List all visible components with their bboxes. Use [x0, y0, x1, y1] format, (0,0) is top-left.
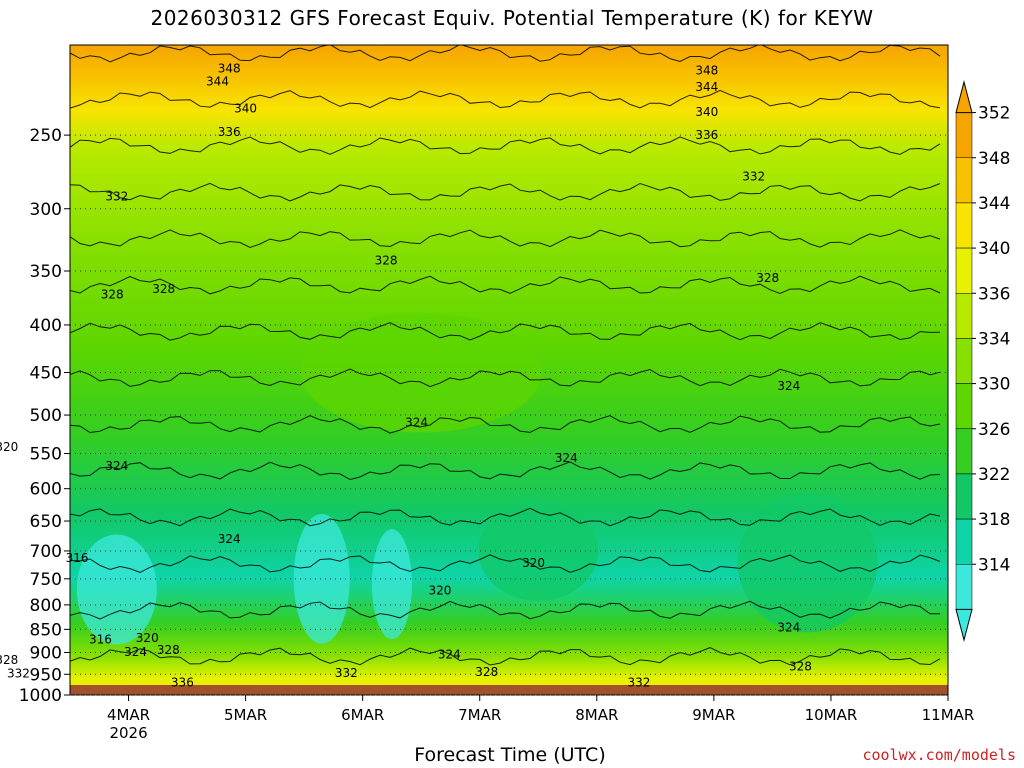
contour-label: 328: [475, 665, 498, 679]
contour-label: 328: [789, 660, 812, 674]
y-tick-label: 650: [30, 512, 62, 532]
contour-label: 324: [218, 532, 241, 546]
colorbar-swatch: [955, 157, 973, 204]
x-tick-label: 8MAR: [575, 706, 618, 724]
contour-label: 348: [695, 63, 718, 77]
y-tick-label: 400: [30, 316, 62, 336]
x-tick-label: 6MAR: [341, 706, 384, 724]
x-tick-label: 5MAR: [224, 706, 267, 724]
plot-field: [70, 45, 948, 695]
colorbar-tick-label: 340: [978, 239, 1010, 259]
contour-label: 324: [438, 648, 461, 662]
colorbar: 352 348 344 340 336 334 330 326 322 318 314: [955, 80, 1010, 642]
contour-label: 316: [66, 551, 89, 565]
contour-label: 332: [627, 676, 650, 690]
colorbar-swatch: [955, 112, 973, 159]
y-axis: 250 300 350 400 450 500 550 600 650 700 750 800 850 9…: [19, 126, 70, 706]
contour-label: 328: [375, 253, 398, 267]
contour-label: 316: [89, 633, 112, 647]
contour-label: 332: [335, 666, 358, 680]
contour-label: 324: [555, 451, 578, 465]
contour-label: 324: [405, 415, 428, 429]
x-axis-label: Forecast Time (UTC): [414, 744, 606, 766]
colorbar-tick-label: 334: [978, 329, 1010, 349]
colorbar-swatch: [955, 383, 973, 430]
colorbar-swatch: [955, 338, 973, 384]
y-tick-label: 1000: [19, 686, 62, 706]
colorbar-top-arrow: [955, 80, 973, 114]
contour-label: 344: [695, 80, 718, 94]
y-tick-label: 250: [30, 126, 62, 146]
y-tick-label: 600: [30, 480, 62, 500]
contour-label: 324: [105, 459, 128, 473]
y-tick-label: 550: [30, 445, 62, 465]
x-axis: 4MAR 5MAR 6MAR 7MAR 8MAR 9MAR 10MAR 11MAR 2026: [107, 695, 974, 742]
contour-label: 320: [0, 440, 18, 454]
x-tick-label: 7MAR: [458, 706, 501, 724]
colorbar-swatch: [955, 293, 973, 339]
contour-label: 340: [695, 105, 718, 119]
contour-label: 324: [777, 620, 800, 634]
contour-label: 324: [124, 645, 147, 659]
colorbar-tick-label: 336: [978, 284, 1010, 304]
contour-label: 336: [171, 675, 194, 689]
colorbar-tick-label: 344: [978, 194, 1010, 214]
credit-text: coolwx.com/models: [862, 746, 1016, 764]
colorbar-swatch: [955, 518, 973, 565]
contour-label: 328: [157, 643, 180, 657]
plot-frame: [69, 44, 949, 696]
y-tick-label: 950: [30, 665, 62, 685]
y-tick-label: 750: [30, 570, 62, 590]
colorbar-swatch: [955, 473, 973, 520]
colorbar-swatch: [955, 202, 973, 249]
y-tick-label: 900: [30, 643, 62, 663]
colorbar-swatch: [955, 247, 973, 294]
colorbar-tick-label: 314: [978, 555, 1010, 575]
contour-label: 336: [695, 128, 718, 142]
y-tick-label: 300: [30, 200, 62, 220]
colorbar-bottom-arrow: [955, 608, 973, 642]
y-tick-label: 700: [30, 542, 62, 562]
chart-title: 2026030312 GFS Forecast Equiv. Potential…: [150, 6, 874, 30]
colorbar-tick-label: 330: [978, 375, 1010, 395]
contour-label: 332: [7, 666, 30, 680]
x-tick-label: 9MAR: [692, 706, 735, 724]
contour-label: 332: [742, 170, 765, 184]
colorbar-tick-label: 352: [978, 104, 1010, 124]
contour-label: 320: [136, 631, 159, 645]
y-tick-label: 350: [30, 262, 62, 282]
contour-label: 340: [234, 101, 257, 115]
x-tick-label: 11MAR: [922, 706, 975, 724]
colorbar-tick-label: 348: [978, 149, 1010, 169]
contour-label: 332: [105, 189, 128, 203]
contour-label: 336: [218, 125, 241, 139]
y-tick-label: 450: [30, 364, 62, 384]
contour-label: 348: [218, 62, 241, 76]
x-tick-label: 4MAR: [107, 706, 150, 724]
contour-label: 328: [756, 271, 779, 285]
contour-label: 320: [428, 583, 451, 597]
contour-label: 320: [522, 556, 545, 570]
y-tick-label: 800: [30, 596, 62, 616]
contour-label: 328: [152, 282, 175, 296]
contour-label: 328: [0, 653, 18, 667]
contour-labels: 3483483483443443443443403403403403363363…: [0, 62, 812, 690]
contour-label: 324: [777, 379, 800, 393]
colorbar-tick-label: 326: [978, 420, 1010, 440]
y-tick-label: 500: [30, 406, 62, 426]
contour-label: 344: [206, 75, 229, 89]
y-tick-label: 850: [30, 620, 62, 640]
contour-label: 328: [101, 288, 124, 302]
colorbar-swatch: [955, 564, 973, 610]
colorbar-tick-label: 322: [978, 465, 1010, 485]
colorbar-tick-label: 318: [978, 510, 1010, 530]
x-year-label: 2026: [109, 724, 147, 742]
x-tick-label: 10MAR: [805, 706, 858, 724]
colorbar-swatch: [955, 428, 973, 475]
